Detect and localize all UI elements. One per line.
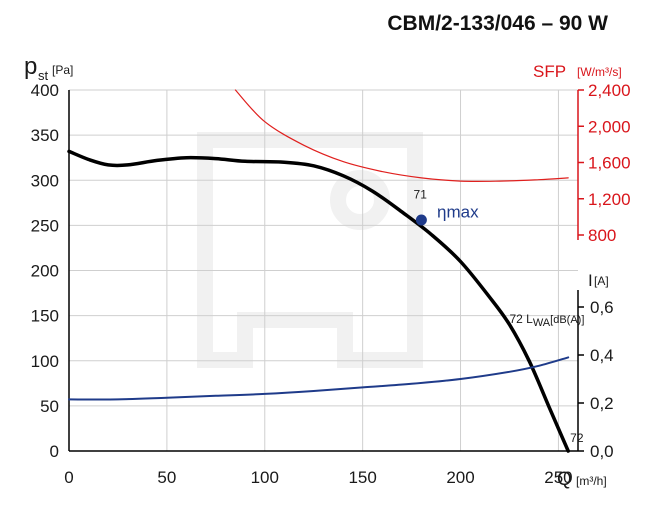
y-axis-label-subscript: st <box>38 68 49 83</box>
chart-grid <box>69 89 578 451</box>
series-lines <box>67 89 570 453</box>
x-tick-label: 250 <box>544 468 572 487</box>
x-tick-label: 150 <box>348 468 376 487</box>
current-tick-label: 0,0 <box>590 442 614 461</box>
annotation-label: 72 <box>570 431 584 445</box>
annotation-label: 72 LWA[dB(A)] <box>509 312 584 329</box>
sfp-axis-unit: [W/m³/s] <box>577 65 622 79</box>
x-axis-unit: [m³/h] <box>576 474 607 488</box>
y-tick-label: 250 <box>31 216 59 235</box>
x-tick-label: 100 <box>251 468 279 487</box>
y-tick-label: 50 <box>40 397 59 416</box>
y-tick-label: 350 <box>31 126 59 145</box>
axis-labels: p st [Pa] SFP [W/m³/s] I [A] Q [m³/h] <box>24 53 622 490</box>
y-tick-label: 400 <box>31 81 59 100</box>
sfp-tick-label: 800 <box>588 226 616 245</box>
sfp-tick-label: 1,200 <box>588 190 631 209</box>
y-tick-label: 150 <box>31 307 59 326</box>
sfp-tick-label: 2,000 <box>588 117 631 136</box>
y-tick-label: 100 <box>31 352 59 371</box>
current-axis-label: I <box>588 271 593 290</box>
x-tick-label: 50 <box>157 468 176 487</box>
series-line-sfp <box>234 89 569 182</box>
sfp-tick-label: 1,600 <box>588 154 631 173</box>
y-axis-unit: [Pa] <box>52 63 73 77</box>
series-line-current <box>68 356 570 401</box>
y-tick-label: 200 <box>31 262 59 281</box>
eta-max-label: ηmax <box>437 203 479 222</box>
x-axis-label: Q <box>557 469 572 490</box>
watermark-logo-icon <box>197 132 423 368</box>
annotation-label: 71 <box>414 187 428 201</box>
x-tick-label: 200 <box>446 468 474 487</box>
current-tick-label: 0,4 <box>590 346 614 365</box>
sfp-axis-label: SFP <box>533 62 566 81</box>
current-axis-unit: [A] <box>594 274 609 288</box>
chart-annotations: 71 ηmax 72 LWA[dB(A)] 72 <box>414 187 585 445</box>
x-tick-label: 0 <box>64 468 73 487</box>
eta-max-point <box>415 214 427 226</box>
y-axis-label: p <box>24 53 37 80</box>
y-tick-label: 0 <box>50 442 59 461</box>
current-tick-label: 0,2 <box>590 394 614 413</box>
chart-title: CBM/2-133/046 – 90 W <box>387 12 608 35</box>
series-line-pressure <box>67 149 570 453</box>
y-tick-label: 300 <box>31 171 59 190</box>
current-tick-label: 0,6 <box>590 298 614 317</box>
tick-labels: 0 50 100 150 200 250 300 350 400 0 50 100 150 200 250 8… <box>31 81 631 487</box>
sfp-tick-label: 2,400 <box>588 81 631 100</box>
